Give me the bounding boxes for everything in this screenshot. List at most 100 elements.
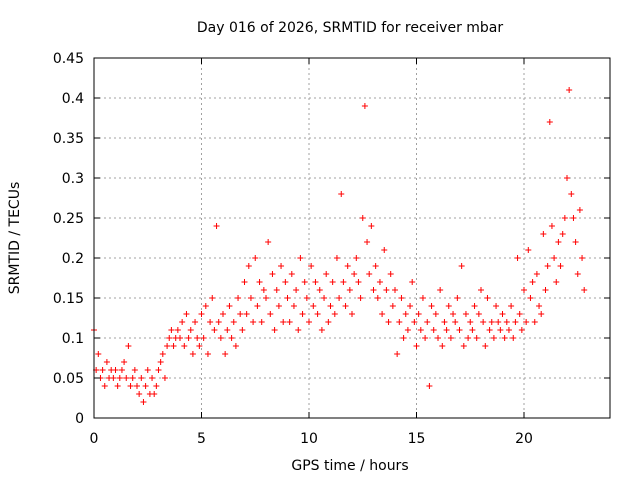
data-point [527,295,534,301]
data-point [187,327,194,333]
data-point [192,319,199,325]
data-point [441,319,448,325]
data-point [114,383,121,389]
data-point [355,279,362,285]
data-point [538,311,545,317]
data-point [525,247,532,253]
data-point [557,263,564,269]
data-point [374,295,381,301]
data-point [241,279,248,285]
data-point [568,191,575,197]
data-point [439,343,446,349]
data-point [361,103,368,109]
data-point [424,319,431,325]
data-point [290,303,297,309]
data-point [486,327,493,333]
data-point [445,303,452,309]
data-point [295,327,302,333]
data-point [411,319,418,325]
x-tick-label: 20 [515,431,533,447]
data-point [265,239,272,245]
data-point [458,263,465,269]
data-point [303,295,310,301]
data-point [497,327,504,333]
data-point [359,215,366,221]
data-point [235,295,242,301]
data-point [529,279,536,285]
data-point [323,271,330,277]
data-point [198,311,205,317]
data-point [523,319,530,325]
data-point [536,303,543,309]
data-point [512,319,519,325]
data-point [521,287,527,293]
data-point [129,375,136,381]
data-point [112,367,119,373]
data-point [153,383,160,389]
data-point [164,343,171,349]
data-point [166,335,173,341]
data-point [278,263,285,269]
data-point [531,319,538,325]
data-point [510,335,517,341]
data-point [576,207,583,213]
data-point [245,263,252,269]
data-points [91,87,588,405]
data-point [207,319,214,325]
data-point [222,351,229,357]
data-point [478,287,484,293]
data-point [579,255,586,261]
data-point [490,335,497,341]
data-point [185,335,192,341]
data-point [342,303,349,309]
data-point [437,287,444,293]
data-point [383,287,390,293]
data-point [370,287,377,293]
data-point [357,295,364,301]
data-point [250,319,257,325]
data-point [409,279,416,285]
data-point [142,383,149,389]
data-point [194,335,201,341]
data-point [435,335,441,341]
y-tick-label: 0.25 [53,211,84,227]
data-point [351,271,358,277]
plot-border [93,57,611,419]
data-point [349,311,355,317]
data-point [95,351,102,357]
data-point [312,279,319,285]
data-point [123,375,130,381]
y-axis-label: SRMTID / TECUs [7,182,23,295]
data-point [495,319,502,325]
data-point [101,383,108,389]
y-tick-label: 0.35 [53,131,84,147]
data-point [387,271,394,277]
data-point [561,215,568,221]
y-tick-label: 0.2 [62,251,84,267]
data-point [514,255,521,261]
data-point [564,175,570,181]
data-point [518,327,525,333]
data-point [189,351,196,357]
data-point [488,319,495,325]
data-point [110,375,117,381]
data-point [310,303,317,309]
data-point [258,319,265,325]
data-point [329,279,336,285]
data-point [428,303,435,309]
data-point [267,311,274,317]
data-point [505,327,512,333]
data-point [404,327,411,333]
y-tick-label: 0.4 [62,91,84,107]
data-point [331,311,338,317]
data-point [125,343,132,349]
data-point [232,343,239,349]
data-point [462,311,469,317]
data-point [286,319,293,325]
data-point [516,311,523,317]
data-point [260,287,267,293]
data-point [280,319,287,325]
data-point [99,367,106,373]
